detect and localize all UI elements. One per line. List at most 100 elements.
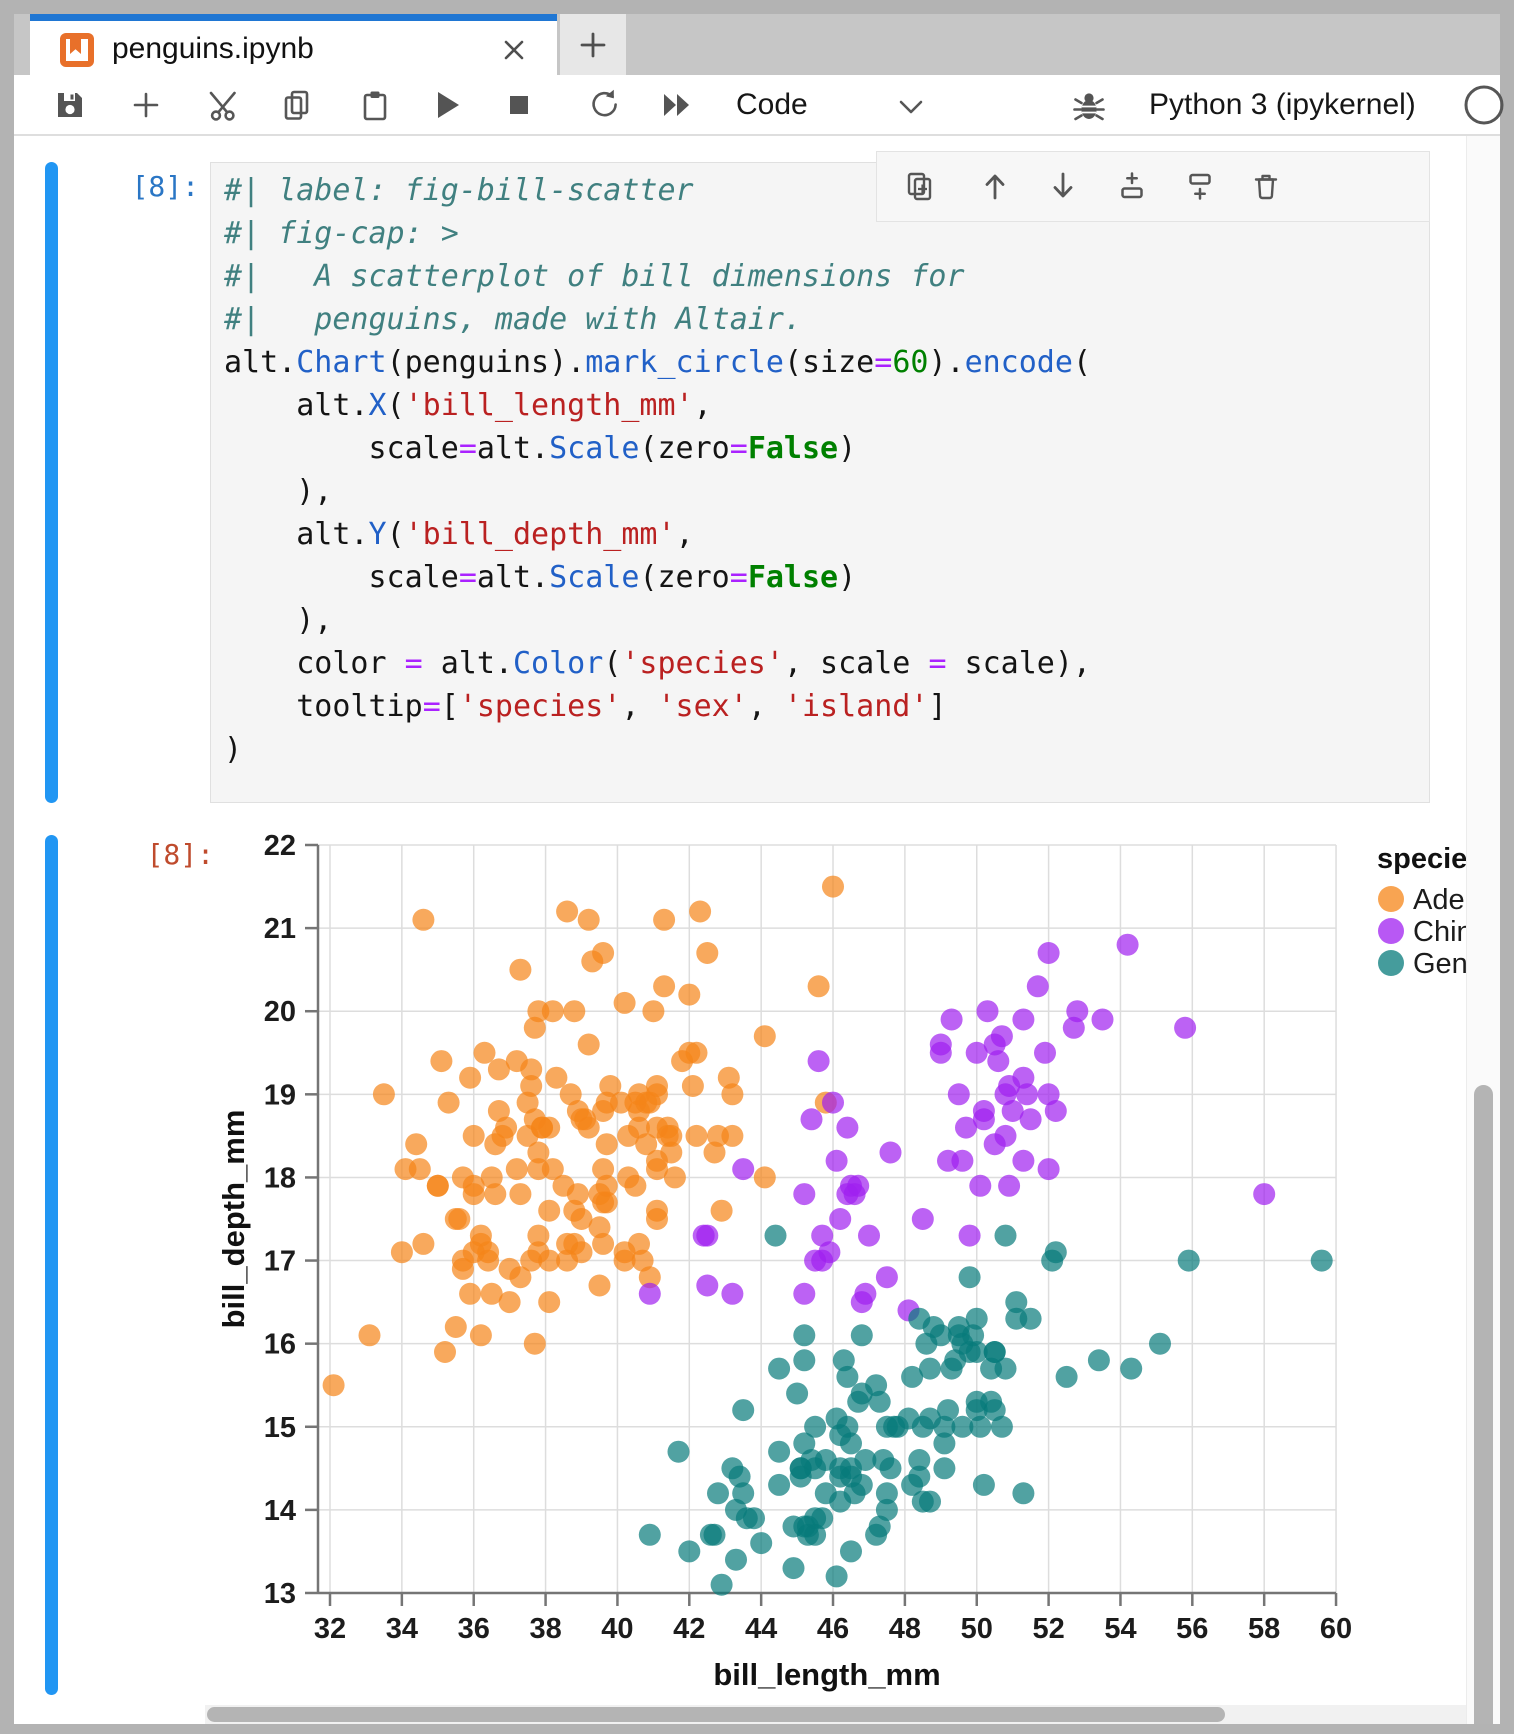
data-point [829, 1208, 852, 1230]
data-point [875, 1482, 898, 1505]
data-point [527, 1141, 550, 1164]
new-tab-button[interactable] [560, 14, 626, 75]
data-point [638, 1282, 661, 1305]
insert-above-button[interactable] [1117, 171, 1147, 201]
data-point [911, 1208, 934, 1230]
data-point [1177, 1249, 1200, 1272]
horizontal-scrollbar-thumb[interactable] [207, 1707, 1225, 1722]
delete-cell-button[interactable] [1251, 171, 1281, 201]
insert-below-button[interactable] [1185, 171, 1215, 201]
data-point [937, 1399, 959, 1422]
data-point [592, 1158, 615, 1181]
data-point [681, 1075, 704, 1097]
data-point [541, 1000, 564, 1023]
data-point [631, 1249, 654, 1272]
legend-label: Adelie [1413, 884, 1466, 916]
insert-cell-button[interactable] [129, 88, 163, 122]
data-point [434, 1341, 456, 1363]
data-point [836, 1365, 859, 1388]
scatter-chart[interactable]: 32 34 36 38 40 42 44 46 48 50 52 54 56 58 60 13 14 15 16 17… [210, 830, 1466, 1700]
data-point [372, 1083, 395, 1106]
interrupt-button[interactable] [502, 88, 536, 122]
copy-button[interactable] [280, 88, 314, 122]
data-point [408, 1158, 431, 1181]
data-point [462, 1124, 485, 1147]
data-point [732, 1158, 755, 1181]
data-point [703, 1523, 726, 1546]
close-icon[interactable] [498, 34, 530, 66]
data-point [875, 1266, 898, 1289]
cut-button[interactable] [207, 88, 241, 122]
paste-button[interactable] [358, 88, 392, 122]
legend-swatch [1378, 886, 1404, 912]
svg-text:14: 14 [264, 1495, 296, 1527]
data-point [545, 1066, 568, 1089]
code-line: ), [224, 474, 333, 509]
bug-icon[interactable] [1072, 88, 1106, 122]
data-point [412, 1232, 435, 1255]
data-point [459, 1066, 482, 1089]
input-collapser[interactable] [45, 162, 58, 803]
move-up-button[interactable] [980, 171, 1010, 201]
data-point [563, 1199, 586, 1222]
svg-text:16: 16 [264, 1329, 296, 1361]
restart-run-all-button[interactable] [660, 88, 694, 122]
data-point [933, 1432, 956, 1455]
data-point [707, 1482, 729, 1505]
data-point [1037, 1158, 1060, 1181]
save-button[interactable] [53, 88, 87, 122]
code-cell-editor[interactable] [210, 162, 1430, 803]
data-point [922, 1316, 945, 1338]
data-point [1044, 1241, 1067, 1264]
data-point [840, 1540, 862, 1563]
data-point [732, 1482, 755, 1505]
svg-text:20: 20 [264, 996, 296, 1028]
vertical-scrollbar[interactable] [1466, 136, 1500, 1724]
data-point [1066, 1000, 1089, 1023]
data-point [832, 1349, 855, 1372]
run-button[interactable] [431, 88, 465, 122]
data-point [764, 1224, 787, 1247]
data-point [588, 1274, 611, 1297]
chevron-down-icon[interactable] [898, 99, 924, 115]
data-point [743, 1507, 765, 1530]
data-point [685, 1124, 708, 1147]
data-point [595, 1174, 618, 1197]
kernel-idle-circle[interactable] [1463, 84, 1505, 126]
restart-kernel-button[interactable] [587, 88, 621, 122]
data-point [793, 1324, 816, 1347]
kernel-name[interactable]: Python 3 (ipykernel) [1149, 88, 1416, 121]
data-point [732, 1399, 755, 1422]
cell-type-dropdown[interactable]: Code [736, 88, 808, 121]
data-point [1005, 1291, 1028, 1314]
data-point [1012, 1482, 1035, 1505]
data-point [484, 1133, 507, 1156]
data-point [1012, 1008, 1035, 1031]
data-point [484, 1183, 507, 1206]
data-point [487, 1100, 510, 1122]
data-point [804, 1457, 827, 1480]
move-down-button[interactable] [1048, 171, 1078, 201]
data-point [908, 1465, 931, 1488]
svg-text:58: 58 [1248, 1613, 1280, 1645]
data-point [983, 1341, 1006, 1363]
data-point [538, 1199, 561, 1222]
data-point [358, 1324, 381, 1347]
data-point [1253, 1183, 1276, 1206]
data-point [793, 1183, 816, 1206]
horizontal-scrollbar[interactable] [205, 1705, 1466, 1724]
data-point [1116, 933, 1139, 956]
vertical-scrollbar-thumb[interactable] [1474, 1085, 1493, 1724]
output-collapser[interactable] [45, 835, 58, 1695]
duplicate-cell-button[interactable] [905, 171, 935, 201]
data-point [570, 1241, 593, 1264]
data-point [994, 1224, 1017, 1247]
svg-text:34: 34 [386, 1613, 418, 1645]
code-content[interactable]: #| label: fig-bill-scatter #| fig-cap: > #… [224, 169, 1404, 771]
data-point [965, 1041, 988, 1064]
data-point [829, 1465, 852, 1488]
data-point [678, 983, 701, 1006]
tab-penguins-ipynb[interactable]: penguins.ipynb [30, 14, 557, 75]
series-adelie [322, 875, 844, 1397]
data-point [800, 1108, 823, 1131]
